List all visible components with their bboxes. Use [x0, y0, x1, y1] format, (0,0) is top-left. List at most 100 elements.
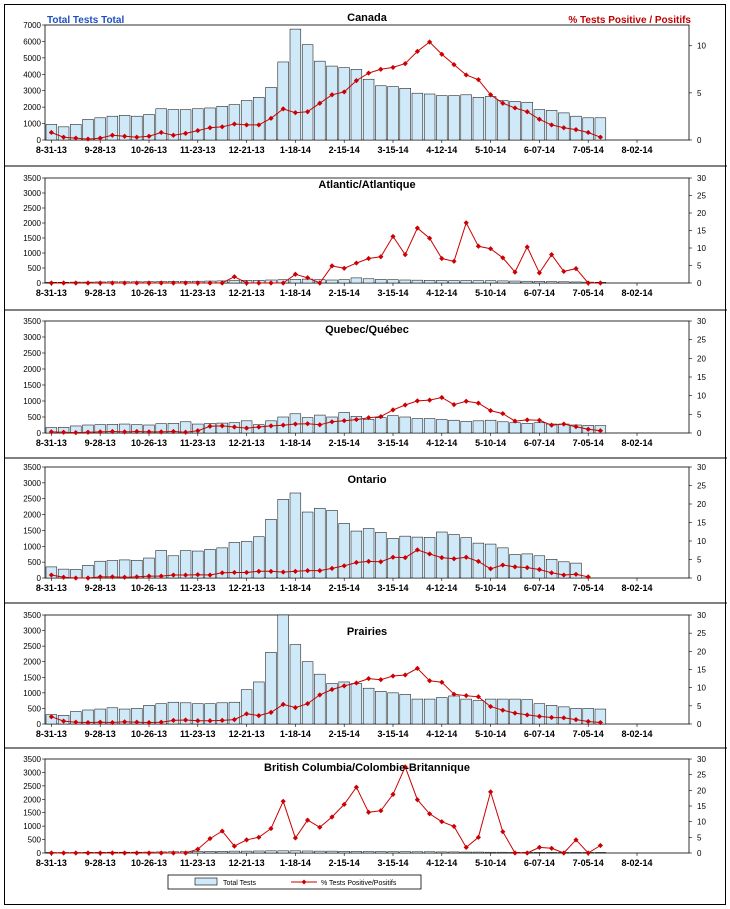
x-tick-label: 3-15-14	[377, 145, 408, 155]
bar-total-tests	[412, 280, 423, 283]
bar-total-tests	[375, 532, 386, 578]
bar-total-tests	[241, 851, 252, 853]
x-tick-label: 7-05-14	[573, 729, 604, 739]
y-tick-label: 1500	[23, 234, 41, 243]
point-percent-positive	[366, 676, 371, 681]
x-tick-label: 11-23-13	[180, 858, 216, 868]
y-tick-label: 1500	[23, 526, 41, 535]
bar-total-tests	[436, 698, 447, 724]
bar-total-tests	[327, 280, 338, 283]
bar-total-tests	[339, 851, 350, 853]
x-tick-label: 2-15-14	[329, 438, 360, 448]
x-tick-label: 4-12-14	[426, 729, 457, 739]
point-percent-positive	[183, 850, 188, 855]
point-percent-positive	[390, 407, 395, 412]
y-tick-label: 2500	[23, 204, 41, 213]
x-tick-label: 1-18-14	[280, 858, 311, 868]
point-percent-positive	[146, 280, 151, 285]
bar-total-tests	[314, 508, 325, 578]
x-tick-label: 2-15-14	[329, 288, 360, 298]
bar-total-tests	[375, 86, 386, 140]
bar-total-tests	[241, 101, 252, 140]
x-tick-label: 3-15-14	[377, 438, 408, 448]
point-percent-positive	[403, 402, 408, 407]
x-tick-label: 3-15-14	[377, 288, 408, 298]
x-tick-label: 9-28-13	[85, 288, 116, 298]
bar-total-tests	[461, 699, 472, 724]
bar-total-tests	[266, 87, 277, 140]
x-tick-label: 8-31-13	[36, 858, 67, 868]
y-tick-label: 7000	[23, 21, 41, 30]
bar-total-tests	[522, 281, 533, 283]
y-tick-label: 0	[37, 849, 42, 858]
bar-total-tests	[558, 282, 569, 283]
x-tick-label: 11-23-13	[180, 583, 216, 593]
y2-tick-label: 10	[697, 392, 706, 401]
y2-tick-label: 10	[697, 684, 706, 693]
y-tick-label: 6000	[23, 37, 41, 46]
panel-6: 0500100015002000250030003500051015202530…	[23, 755, 706, 868]
legend-line-label: % Tests Positive/Positifs	[321, 880, 397, 887]
bar-total-tests	[534, 852, 545, 853]
y-tick-label: 3000	[23, 87, 41, 96]
x-tick-label: 9-28-13	[85, 858, 116, 868]
y2-tick-label: 30	[697, 463, 706, 472]
point-percent-positive	[464, 693, 469, 698]
panel-title: British Columbia/Colombie-Britannique	[264, 762, 470, 774]
line-percent-positive	[51, 767, 600, 853]
x-tick-label: 3-15-14	[377, 729, 408, 739]
x-tick-label: 8-02-14	[621, 438, 652, 448]
x-tick-label: 7-05-14	[573, 858, 604, 868]
point-percent-positive	[146, 850, 151, 855]
x-tick-label: 10-26-13	[131, 858, 167, 868]
y2-tick-label: 20	[697, 209, 706, 218]
right-axis-header: % Tests Positive / Positifs	[568, 15, 691, 26]
y2-tick-label: 25	[697, 192, 706, 201]
point-percent-positive	[171, 850, 176, 855]
bar-total-tests	[412, 852, 423, 853]
y2-tick-label: 5	[697, 89, 702, 98]
legend: Total Tests % Tests Positive/Positifs	[168, 875, 421, 889]
bar-total-tests	[400, 417, 411, 433]
bar-total-tests	[302, 45, 313, 140]
bar-total-tests	[485, 420, 496, 433]
x-tick-label: 9-28-13	[85, 145, 116, 155]
bar-total-tests	[253, 97, 264, 140]
point-percent-positive	[378, 254, 383, 259]
bar-total-tests	[485, 281, 496, 283]
bar-total-tests	[522, 102, 533, 140]
x-tick-label: 9-28-13	[85, 583, 116, 593]
bar-total-tests	[278, 851, 289, 853]
x-tick-label: 11-23-13	[180, 145, 216, 155]
point-percent-positive	[488, 789, 493, 794]
panel-2: 0500100015002000250030003500051015202530…	[5, 174, 727, 310]
point-percent-positive	[378, 67, 383, 72]
y2-tick-label: 5	[697, 833, 702, 842]
y2-tick-label: 0	[697, 720, 702, 729]
x-tick-label: 9-28-13	[85, 729, 116, 739]
bar-total-tests	[400, 280, 411, 283]
bar-total-tests	[571, 852, 582, 853]
x-tick-label: 1-18-14	[280, 438, 311, 448]
bar-total-tests	[497, 281, 508, 283]
point-percent-positive	[439, 256, 444, 261]
bar-total-tests	[192, 109, 203, 140]
point-percent-positive	[476, 401, 481, 406]
y-tick-label: 3500	[23, 611, 41, 620]
bar-total-tests	[400, 88, 411, 140]
y-tick-label: 2500	[23, 495, 41, 504]
bar-total-tests	[400, 852, 411, 853]
point-percent-positive	[122, 280, 127, 285]
y-tick-label: 1000	[23, 689, 41, 698]
x-tick-label: 4-12-14	[426, 438, 457, 448]
y2-tick-label: 25	[697, 771, 706, 780]
bar-total-tests	[217, 851, 228, 853]
chart-panels: 0100020003000400050006000700005108-31-13…	[5, 12, 727, 868]
y2-tick-label: 20	[697, 500, 706, 509]
point-percent-positive	[73, 850, 78, 855]
y-tick-label: 2000	[23, 795, 41, 804]
bar-total-tests	[253, 851, 264, 853]
bar-total-tests	[449, 852, 460, 853]
x-tick-label: 5-10-14	[475, 858, 506, 868]
x-tick-label: 7-05-14	[573, 583, 604, 593]
